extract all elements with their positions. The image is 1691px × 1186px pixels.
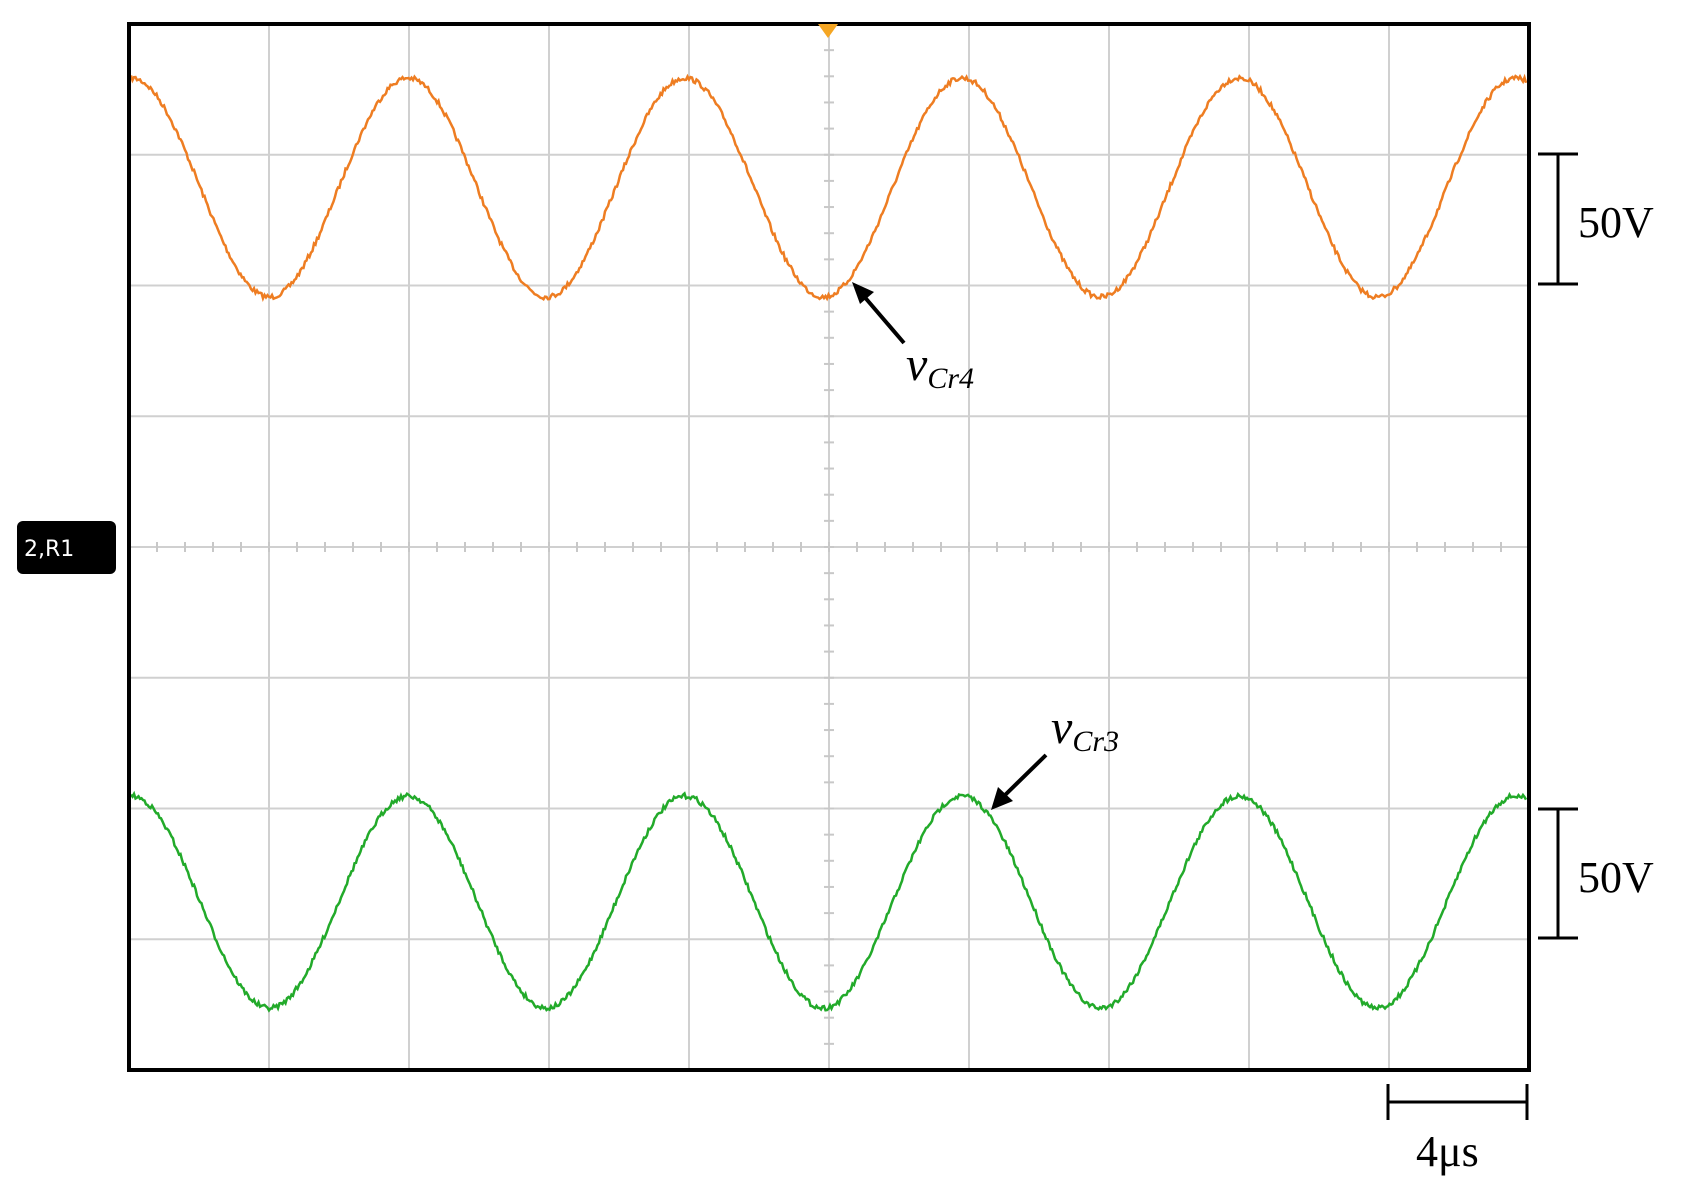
scale-label: 50V	[1578, 198, 1654, 247]
time-label: 4μs	[1416, 1127, 1479, 1176]
grid	[129, 24, 1529, 1070]
arrow	[860, 292, 906, 345]
waveforms	[129, 73, 1528, 1013]
scale-bracket-bottom	[1538, 807, 1578, 940]
channel-tag	[17, 521, 116, 574]
arrow-head	[991, 787, 1013, 810]
scale-label: 50V	[1578, 853, 1654, 902]
waveform	[130, 790, 1528, 1013]
time-bracket	[1386, 1084, 1529, 1120]
arrow-head	[852, 282, 874, 304]
trigger-marker	[818, 24, 838, 38]
waveform	[129, 73, 1528, 302]
annotation: vCr4	[906, 338, 974, 395]
annotation: vCr3	[1051, 701, 1119, 758]
arrow	[1000, 753, 1048, 800]
scale-bracket-top	[1538, 152, 1578, 286]
channel-tag-label: 2,R1	[24, 537, 74, 562]
